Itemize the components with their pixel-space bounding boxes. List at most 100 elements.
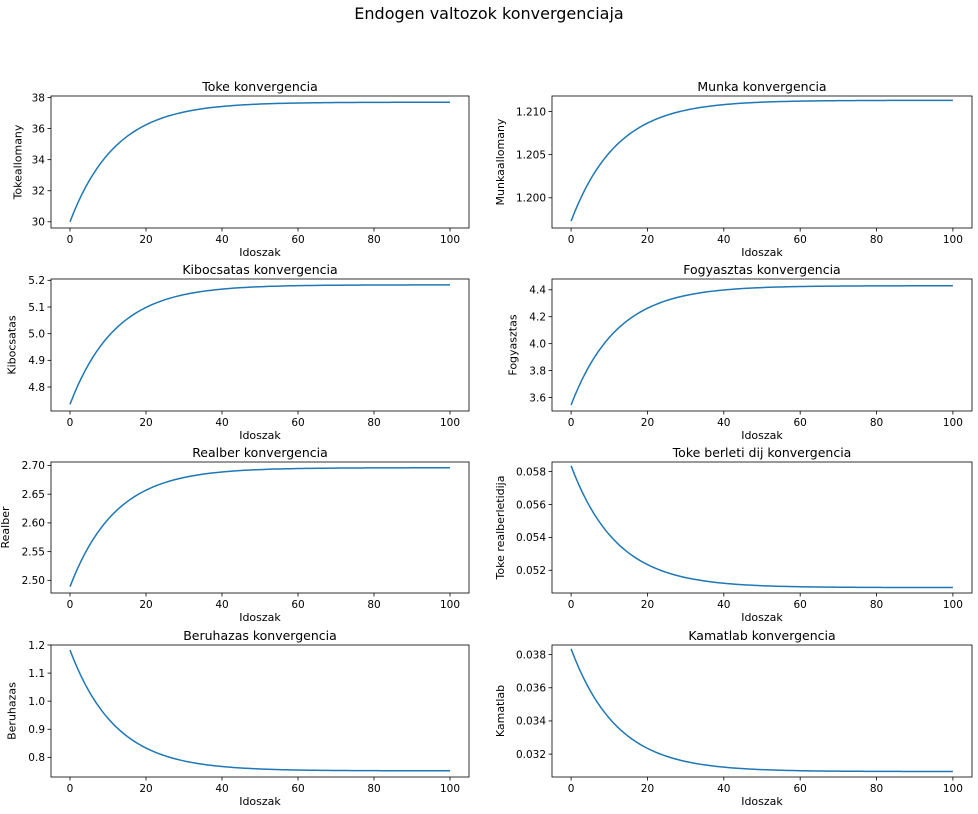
series-line-1 (570, 648, 953, 773)
x-tick-label: 40 (215, 234, 228, 246)
y-tick-label: 1.1 (28, 668, 45, 680)
y-tick-label: 2.55 (22, 546, 45, 558)
x-tick-label: 0 (568, 234, 575, 246)
x-tick-label: 20 (641, 599, 654, 611)
subplot-1: 0 20 40 60 80 100 30 32 34 36 38 Toke konvergencia I… (12, 79, 470, 259)
x-tick-label: 40 (215, 783, 228, 795)
y-tick-label: 3.8 (529, 365, 546, 377)
x-tick-label: 80 (367, 783, 380, 795)
subplot-3: 0 20 40 60 80 100 4.8 4.9 5.0 5.1 5.2 Kibocsatas ko… (5, 262, 470, 442)
y-tick-label: 1.210 (516, 106, 546, 118)
series-line-1 (69, 467, 451, 587)
y-tick-label: 2.50 (22, 575, 45, 587)
x-tick-label: 40 (717, 234, 730, 246)
x-tick-label: 60 (793, 234, 806, 246)
x-tick-label: 100 (943, 783, 963, 795)
x-tick-label: 80 (367, 417, 380, 429)
y-axis-label: Fogyasztas (506, 314, 519, 375)
x-tick-label: 60 (793, 599, 806, 611)
axes-frame (50, 644, 470, 778)
x-tick-label: 40 (215, 599, 228, 611)
x-tick-label: 40 (215, 417, 228, 429)
x-tick-label: 80 (870, 417, 883, 429)
y-tick-label: 4.8 (28, 382, 45, 394)
y-tick-label: 1.0 (28, 696, 45, 708)
x-tick-label: 80 (367, 599, 380, 611)
x-tick-label: 100 (440, 599, 460, 611)
subplot-title: Fogyasztas konvergencia (683, 262, 840, 277)
x-axis-label: Idoszak (239, 611, 281, 624)
y-axis-label: Beruhazas (5, 682, 18, 740)
y-tick-label: 0.052 (516, 565, 546, 577)
x-tick-label: 20 (641, 417, 654, 429)
x-tick-label: 40 (717, 417, 730, 429)
y-tick-label: 4.0 (529, 338, 546, 350)
subplot-2: 0 20 40 60 80 100 1.200 1.205 1.210 Munka konverg… (494, 79, 973, 259)
series-line-1 (69, 101, 450, 223)
subplot-6: 0 20 40 60 80 100 0.052 0.054 0.056 0.058 Toke ber… (494, 445, 973, 624)
y-tick-label: 0.034 (516, 716, 546, 728)
series-line-1 (69, 284, 450, 405)
x-tick-label: 100 (943, 234, 963, 246)
x-axis-label: Idoszak (239, 429, 281, 442)
series-line-1 (570, 99, 953, 222)
x-tick-label: 100 (440, 417, 460, 429)
x-tick-label: 100 (440, 783, 460, 795)
x-tick-label: 60 (291, 234, 304, 246)
x-axis-label: Idoszak (741, 246, 783, 259)
y-tick-label: 0.054 (516, 532, 546, 544)
x-tick-label: 0 (568, 417, 575, 429)
x-tick-label: 0 (67, 599, 74, 611)
y-tick-label: 0.8 (28, 752, 45, 764)
y-tick-label: 34 (32, 154, 46, 166)
y-tick-label: 4.4 (529, 285, 546, 297)
y-axis-label: Munkaallomany (494, 118, 507, 205)
y-tick-label: 0.058 (516, 466, 546, 478)
x-tick-label: 80 (367, 234, 380, 246)
y-tick-label: 0.036 (516, 683, 546, 695)
subplot-4: 0 20 40 60 80 100 3.6 3.8 4.0 4.2 4.4 Fogyasztas ko… (506, 262, 973, 442)
x-tick-label: 60 (291, 599, 304, 611)
axes-frame (551, 278, 973, 412)
y-tick-label: 1.205 (516, 149, 546, 161)
y-tick-label: 0.056 (516, 499, 546, 511)
x-tick-label: 40 (717, 599, 730, 611)
x-tick-label: 0 (67, 234, 74, 246)
y-tick-label: 5.0 (28, 328, 45, 340)
x-tick-label: 20 (139, 599, 152, 611)
axes-frame (551, 644, 973, 778)
figure-title: Endogen valtozok konvergenciaja (354, 4, 624, 23)
subplot-title: Realber konvergencia (192, 445, 328, 460)
y-tick-label: 2.65 (22, 489, 45, 501)
x-tick-label: 20 (139, 783, 152, 795)
y-tick-label: 2.70 (22, 460, 45, 472)
axes-frame (50, 278, 470, 412)
x-tick-label: 20 (139, 234, 152, 246)
y-tick-label: 36 (32, 123, 46, 135)
axes-frame (551, 95, 973, 229)
y-tick-label: 0.038 (516, 649, 546, 661)
x-tick-label: 60 (793, 783, 806, 795)
series-line-1 (69, 649, 450, 772)
axes-frame (50, 461, 470, 594)
y-tick-label: 5.1 (28, 302, 45, 314)
y-axis-label: Kibocsatas (5, 315, 18, 375)
y-tick-label: 3.6 (529, 392, 546, 404)
x-axis-label: Idoszak (741, 795, 783, 808)
y-tick-label: 2.60 (22, 518, 45, 530)
y-tick-label: 1.200 (516, 193, 546, 205)
series-line-1 (570, 465, 953, 589)
subplot-title: Toke konvergencia (201, 79, 318, 94)
x-tick-label: 20 (641, 234, 654, 246)
x-tick-label: 40 (717, 783, 730, 795)
x-tick-label: 0 (67, 783, 74, 795)
subplot-title: Kamatlab konvergencia (688, 628, 835, 643)
x-axis-label: Idoszak (741, 611, 783, 624)
x-tick-label: 60 (291, 783, 304, 795)
subplot-8: 0 20 40 60 80 100 0.032 0.034 0.036 0.038 Kamatlab… (494, 628, 973, 808)
y-tick-label: 0.032 (516, 749, 546, 761)
y-tick-label: 0.9 (28, 724, 45, 736)
x-axis-label: Idoszak (239, 795, 281, 808)
x-tick-label: 60 (291, 417, 304, 429)
